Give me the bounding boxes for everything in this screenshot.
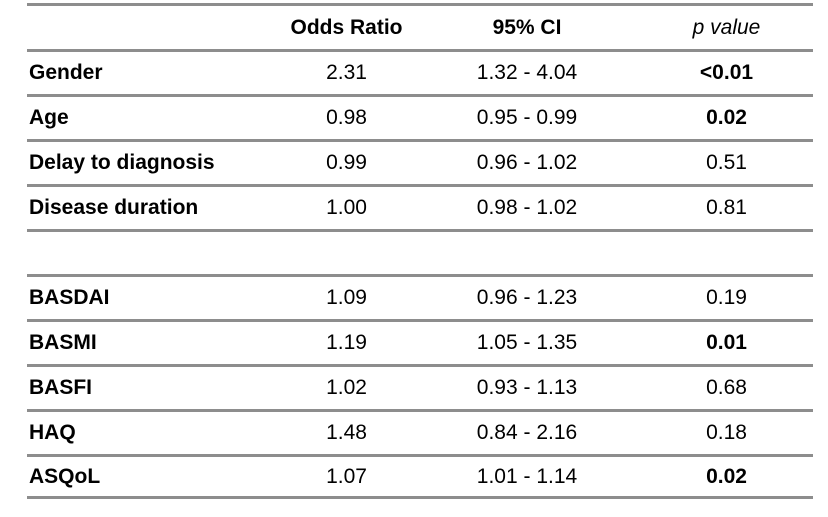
ci-value: 0.96 - 1.23	[414, 274, 640, 322]
p-value: 0.51	[640, 140, 813, 187]
odds-ratio-value: 1.48	[279, 410, 414, 457]
header-p-value: p value	[640, 3, 813, 52]
group-spacer-cell	[27, 231, 813, 276]
group-spacer-row	[27, 231, 813, 276]
odds-ratio-value: 1.00	[279, 185, 414, 232]
odds-ratio-value: 2.31	[279, 50, 414, 97]
p-value: 0.68	[640, 365, 813, 412]
odds-ratio-value: 0.99	[279, 140, 414, 187]
row-label: ASQoL	[27, 455, 279, 499]
p-value: 0.19	[640, 274, 813, 322]
table-row-basmi: BASMI 1.19 1.05 - 1.35 0.01	[27, 320, 813, 367]
table-row-disease-duration: Disease duration 1.00 0.98 - 1.02 0.81	[27, 185, 813, 232]
ci-value: 0.98 - 1.02	[414, 185, 640, 232]
row-label: Gender	[27, 50, 279, 97]
table-row-basdai: BASDAI 1.09 0.96 - 1.23 0.19	[27, 274, 813, 322]
table-row-haq: HAQ 1.48 0.84 - 2.16 0.18	[27, 410, 813, 457]
row-label: BASDAI	[27, 274, 279, 322]
header-ci: 95% CI	[414, 3, 640, 52]
header-variable	[27, 3, 279, 52]
row-label: Age	[27, 95, 279, 142]
ci-value: 0.84 - 2.16	[414, 410, 640, 457]
ci-value: 0.95 - 0.99	[414, 95, 640, 142]
odds-ratio-value: 1.07	[279, 455, 414, 499]
header-row: Odds Ratio 95% CI p value	[27, 3, 813, 52]
odds-ratio-value: 1.02	[279, 365, 414, 412]
table-row-basfi: BASFI 1.02 0.93 - 1.13 0.68	[27, 365, 813, 412]
row-label: BASFI	[27, 365, 279, 412]
p-value: 0.81	[640, 185, 813, 232]
row-label: BASMI	[27, 320, 279, 367]
p-value: 0.01	[640, 320, 813, 367]
table-row-asqol: ASQoL 1.07 1.01 - 1.14 0.02	[27, 455, 813, 499]
row-label: Disease duration	[27, 185, 279, 232]
row-label: Delay to diagnosis	[27, 140, 279, 187]
p-value: 0.18	[640, 410, 813, 457]
odds-ratio-table: Odds Ratio 95% CI p value Gender 2.31 1.…	[27, 3, 813, 499]
header-odds-ratio: Odds Ratio	[279, 3, 414, 52]
ci-value: 1.01 - 1.14	[414, 455, 640, 499]
ci-value: 0.93 - 1.13	[414, 365, 640, 412]
p-value: 0.02	[640, 455, 813, 499]
ci-value: 1.32 - 4.04	[414, 50, 640, 97]
p-value: <0.01	[640, 50, 813, 97]
p-value: 0.02	[640, 95, 813, 142]
table-row-gender: Gender 2.31 1.32 - 4.04 <0.01	[27, 50, 813, 97]
odds-ratio-value: 0.98	[279, 95, 414, 142]
ci-value: 0.96 - 1.02	[414, 140, 640, 187]
odds-ratio-value: 1.09	[279, 274, 414, 322]
ci-value: 1.05 - 1.35	[414, 320, 640, 367]
table-row-age: Age 0.98 0.95 - 0.99 0.02	[27, 95, 813, 142]
row-label: HAQ	[27, 410, 279, 457]
odds-ratio-value: 1.19	[279, 320, 414, 367]
table-row-delay-to-diagnosis: Delay to diagnosis 0.99 0.96 - 1.02 0.51	[27, 140, 813, 187]
